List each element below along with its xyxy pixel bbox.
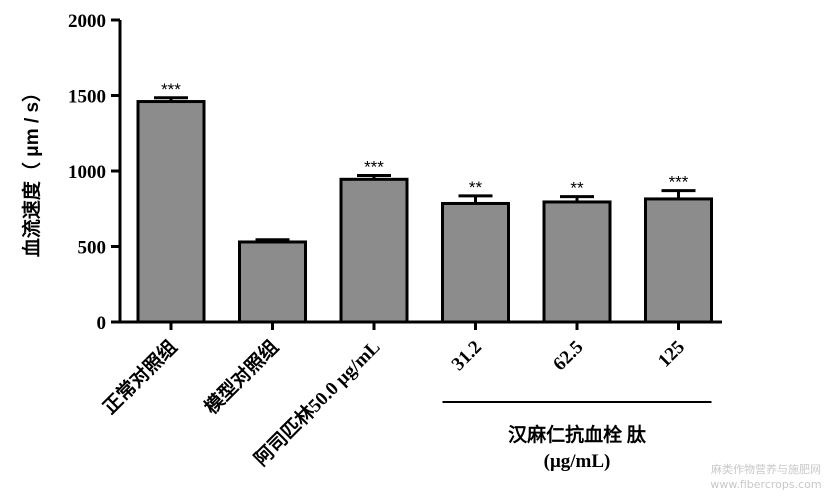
y-tick-label: 1000 — [68, 162, 106, 183]
group-label-line2: (μg/mL) — [544, 451, 611, 472]
category-label: 正常对照组 — [98, 335, 181, 418]
bar — [542, 200, 612, 324]
watermark-line1: 麻类作物营养与施肥网 — [711, 462, 821, 476]
x-axis — [118, 320, 722, 330]
y-tick-label: 2000 — [68, 11, 106, 32]
significance-label: *** — [161, 80, 181, 99]
group-label-line1: 汉麻仁抗血栓 肽 — [508, 423, 647, 446]
watermark-line2: www.fibercrops.com — [710, 478, 821, 491]
bar — [136, 100, 206, 324]
group-bracket: 汉麻仁抗血栓 肽 (μg/mL) — [442, 401, 712, 472]
y-tick-label: 500 — [78, 238, 107, 259]
bar — [238, 240, 307, 324]
category-label: 31.2 — [448, 337, 486, 375]
y-tick-label: 0 — [97, 313, 107, 334]
category-label: 模型对照组 — [200, 335, 283, 418]
bars: ******** ** *** — [136, 80, 713, 324]
category-label: 125 — [654, 337, 689, 372]
bar — [339, 177, 409, 324]
y-axis: 0 500 1000 1500 2000 — [68, 11, 122, 334]
significance-label: ** — [469, 178, 483, 197]
category-label: 62.5 — [549, 337, 587, 375]
significance-label: *** — [364, 158, 384, 177]
significance-label: *** — [669, 173, 689, 192]
y-axis-label: 血流速度（ μm / s） — [20, 83, 43, 257]
y-tick-label: 1500 — [68, 87, 106, 108]
bar — [441, 201, 510, 324]
significance-label: ** — [570, 179, 584, 198]
bar — [644, 197, 713, 324]
